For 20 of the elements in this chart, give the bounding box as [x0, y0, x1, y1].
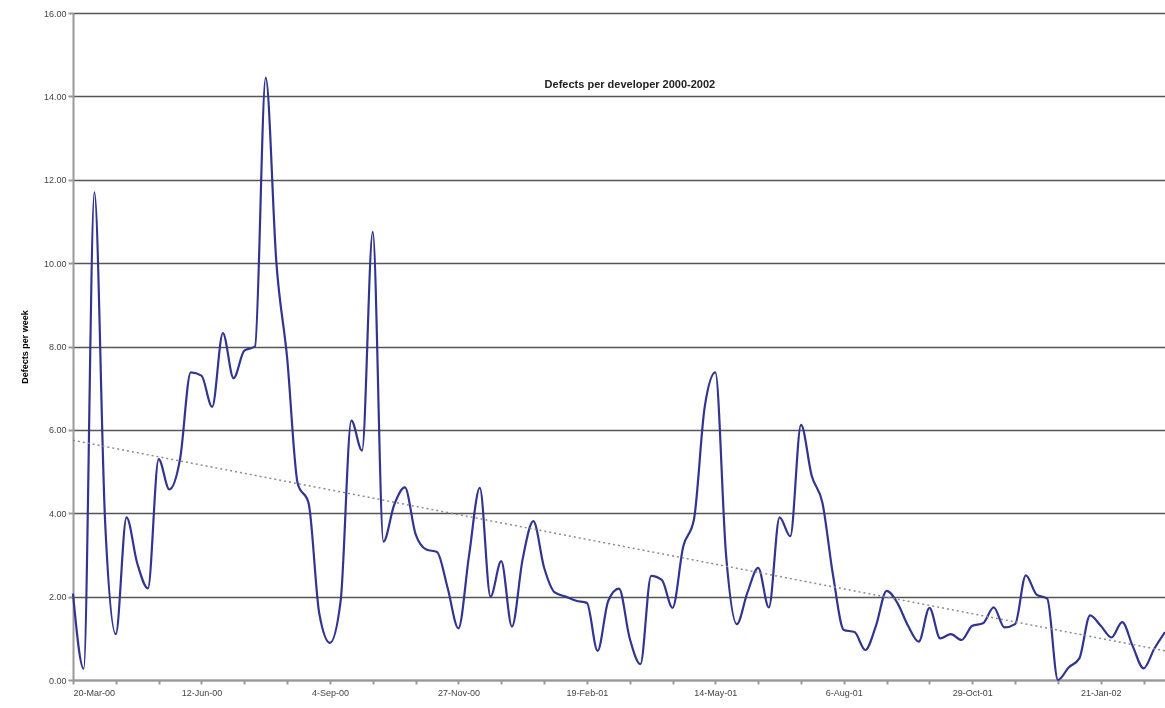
y-tick-label: 10.00 [43, 258, 67, 269]
x-tick-label: 19-Feb-01 [566, 687, 609, 698]
x-tick-label: 4-Sep-00 [311, 687, 349, 698]
y-tick-label: 4.00 [48, 508, 67, 519]
y-tick-label: 6.00 [48, 425, 67, 436]
x-tick-label: 14-May-01 [694, 687, 738, 698]
x-tick-label: 27-Nov-00 [437, 687, 480, 698]
y-tick-label: 8.00 [48, 342, 67, 352]
x-tick-label: 21-Jan-02 [1081, 687, 1122, 698]
x-tick-label: 6-Aug-01 [825, 687, 863, 698]
y-tick-label: 2.00 [48, 592, 67, 603]
x-tick-label: 29-Oct-01 [952, 687, 993, 698]
y-tick-label: 16.00 [43, 8, 67, 19]
x-tick-label: 20-Mar-00 [73, 687, 116, 698]
y-tick-label: 12.00 [43, 175, 67, 186]
x-tick-label: 12-Jun-00 [181, 687, 223, 698]
y-axis-title: Defects per week [19, 309, 30, 384]
y-tick-label: 0.00 [48, 675, 67, 686]
y-tick-label: 14.00 [43, 91, 67, 102]
text: Defects per developer 2000-2002 [544, 78, 716, 90]
